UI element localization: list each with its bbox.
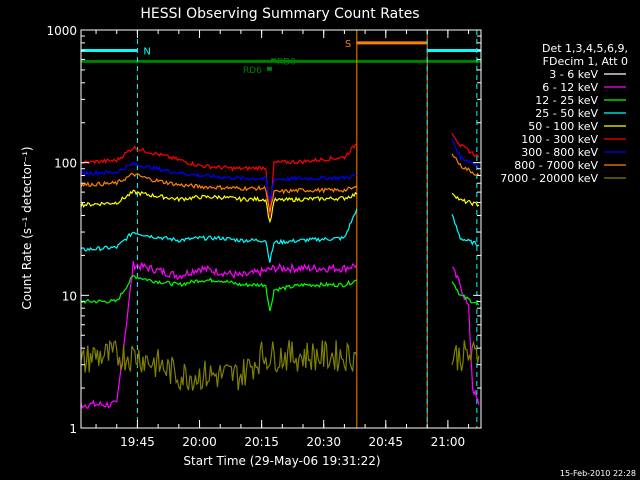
legend-entry-label: 25 - 50 keV [535,107,598,120]
plot-area: N S RD0 RD6 [80,30,481,428]
marker-label-rd6: RD6 [243,66,262,76]
series-line-1-0 [80,260,358,409]
series-line-7-0 [80,172,358,213]
marker-rd0 [271,58,277,63]
legend-entry-label: 100 - 300 keV [521,133,598,146]
x-tick-label: 20:15 [244,435,279,449]
marker-rd6 [266,66,272,71]
night-bar-label: N [143,47,150,58]
series-line-6-0 [80,160,357,202]
series-line-0-0 [182,304,254,385]
saa-bar-label: S [345,39,351,50]
legend: Det 1,3,4,5,6,9,FDecim 1, Att 03 - 6 keV… [500,42,628,185]
y-tick-label: 10 [62,289,77,303]
x-tick-label: 20:30 [306,435,341,449]
legend-header-line: FDecim 1, Att 0 [543,55,628,68]
x-axis-label: Start Time (29-May-06 19:31:22) [183,454,380,468]
legend-header-line: Det 1,3,4,5,6,9, [542,42,628,55]
series-line-2-1 [451,281,480,306]
y-tick-label: 1 [69,422,77,436]
x-tick-label: 20:45 [368,435,403,449]
x-tick-label: 19:45 [120,435,155,449]
series-line-3-0 [80,208,358,263]
y-tick-label: 100 [54,157,77,171]
series-line-5-1 [451,133,480,158]
chart-title: HESSI Observing Summary Count Rates [140,6,419,22]
legend-entry-label: 50 - 100 keV [528,120,598,133]
legend-entry-label: 800 - 7000 keV [514,159,598,172]
series-line-2-0 [80,274,357,312]
legend-entry-label: 7000 - 20000 keV [500,172,598,185]
series-line-7-1 [451,153,480,176]
series-line-4-1 [451,192,480,207]
series-line-8-0 [80,339,358,392]
x-tick-label: 21:00 [431,435,466,449]
legend-entry-label: 300 - 800 keV [521,146,598,159]
plot-frame [80,29,482,429]
series-line-8-1 [451,340,480,372]
timestamp: 15-Feb-2010 22:28 [560,469,636,478]
marker-label-rd0: RD0 [277,57,296,67]
series-line-3-1 [451,214,480,247]
y-axis-label: Count Rate (s⁻¹ detector⁻¹) [20,146,34,309]
series-line-4-0 [80,189,358,224]
series-line-6-1 [451,137,480,167]
legend-entry-label: 6 - 12 keV [542,81,598,94]
series-line-5-0 [80,142,358,217]
legend-entry-label: 3 - 6 keV [549,68,598,81]
x-tick-label: 20:00 [182,435,217,449]
y-tick-label: 1000 [46,24,77,38]
legend-entry-label: 12 - 25 keV [535,94,598,107]
axes: 1 10 100 1000 19:45 20:00 20:15 20:30 20:45 21:00 [46,24,482,449]
